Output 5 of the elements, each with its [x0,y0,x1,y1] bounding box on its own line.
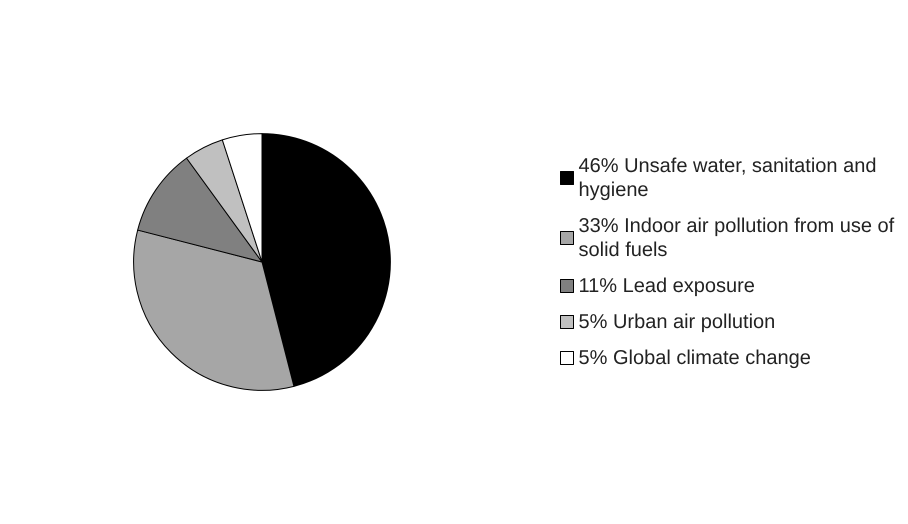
legend-label: 5% Urban air pollution [578,311,776,333]
legend-label: 33% Indoor air pollution from use of solid fuels [578,215,900,261]
legend-label: 5% Global climate change [578,347,811,369]
legend-label: 11% Lead exposure [578,275,755,297]
legend-label: 46% Unsafe water, sanitation and hygiene [578,155,882,201]
